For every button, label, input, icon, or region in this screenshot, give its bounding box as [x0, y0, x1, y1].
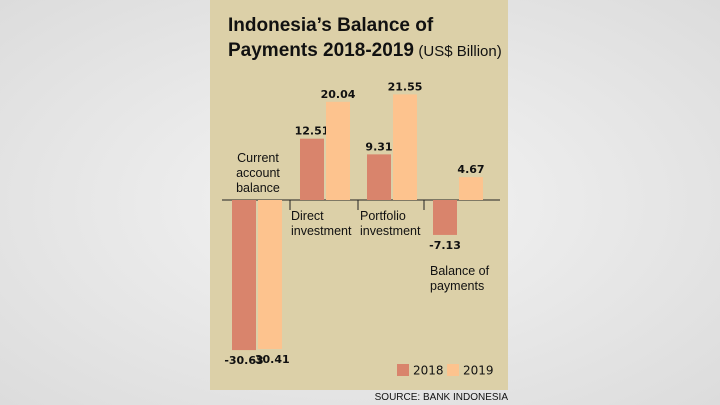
value-label: 12.51: [295, 125, 330, 138]
value-label: 9.31: [365, 140, 392, 153]
bar: [300, 138, 324, 200]
value-label: 4.67: [457, 163, 484, 176]
chart-title: Indonesia’s Balance of Payments 2018-201…: [228, 15, 434, 61]
value-label: 20.04: [321, 88, 356, 101]
legend-swatch: [397, 364, 409, 376]
category-label: Balance of payments: [430, 264, 490, 293]
category-label: Direct investment: [291, 209, 352, 238]
bar: [367, 154, 391, 200]
legend-label: 2018: [413, 364, 444, 378]
bar: [433, 200, 457, 235]
value-label: -7.13: [429, 239, 461, 252]
category-label: Current account balance: [236, 151, 280, 195]
title-block: Indonesia’s Balance of Payments 2018-201…: [228, 14, 510, 64]
bar: [232, 200, 256, 351]
value-label: -30.41: [250, 353, 289, 366]
category-label: Portfolio investment: [360, 209, 421, 238]
bar: [393, 94, 417, 200]
bar: [258, 200, 282, 350]
legend-swatch: [447, 364, 459, 376]
bar: [459, 177, 483, 200]
source: SOURCE: BANK INDONESIA: [374, 392, 508, 403]
bar: [326, 101, 350, 200]
value-label: 21.55: [388, 80, 423, 93]
legend-label: 2019: [463, 364, 494, 378]
chart-subtitle: (US$ Billion): [418, 43, 502, 60]
value-label: -30.63: [224, 354, 263, 367]
